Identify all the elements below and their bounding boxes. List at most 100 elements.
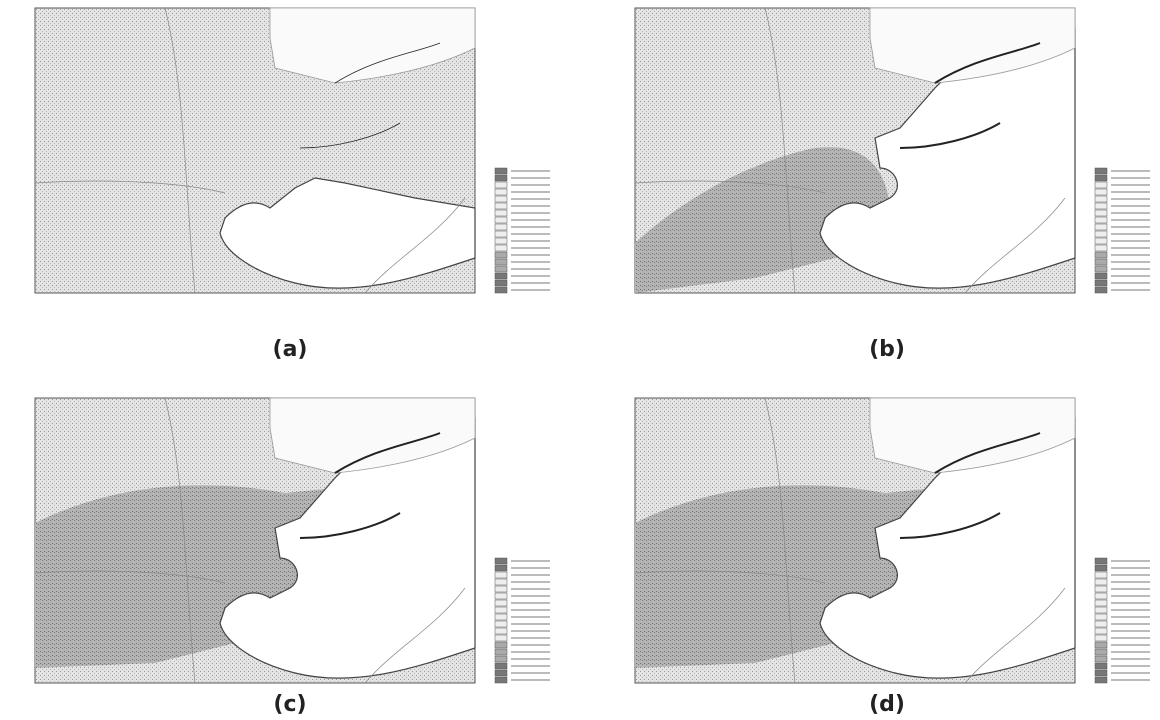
legend-swatch bbox=[494, 592, 508, 600]
legend-swatch bbox=[1094, 265, 1108, 273]
legend-swatch bbox=[494, 237, 508, 245]
legend-swatch bbox=[494, 279, 508, 287]
legend bbox=[1094, 557, 1150, 684]
map-panel bbox=[634, 397, 1076, 684]
legend-swatch bbox=[1094, 237, 1108, 245]
coastline bbox=[299, 122, 401, 149]
contour-line bbox=[964, 587, 1066, 684]
legend-swatch bbox=[494, 669, 508, 677]
map-panel bbox=[34, 7, 476, 294]
land bbox=[219, 177, 476, 289]
legend-swatch bbox=[494, 620, 508, 628]
land bbox=[219, 417, 476, 679]
legend-swatch bbox=[1094, 641, 1108, 649]
legend-swatch bbox=[494, 641, 508, 649]
legend-swatch bbox=[1094, 627, 1108, 635]
legend-swatch bbox=[494, 655, 508, 663]
panel-caption: (a) bbox=[273, 337, 308, 362]
legend-swatch bbox=[1094, 676, 1108, 684]
legend-swatch bbox=[1094, 244, 1108, 252]
legend-swatch bbox=[1094, 223, 1108, 231]
legend-swatch bbox=[1094, 279, 1108, 287]
legend-swatch bbox=[1094, 181, 1108, 189]
coastline bbox=[334, 432, 441, 474]
legend bbox=[494, 557, 550, 684]
legend-swatch bbox=[494, 585, 508, 593]
legend-swatch bbox=[1094, 272, 1108, 280]
legend-swatch bbox=[494, 244, 508, 252]
legend-swatch bbox=[494, 195, 508, 203]
legend-swatch bbox=[1094, 606, 1108, 614]
legend-swatch bbox=[494, 627, 508, 635]
legend-swatch bbox=[494, 564, 508, 572]
legend-swatch bbox=[494, 286, 508, 294]
panels: (a) (b) (c) (d) bbox=[34, 7, 1150, 717]
legend bbox=[1094, 167, 1150, 294]
legend-swatch bbox=[1094, 202, 1108, 210]
legend-swatch bbox=[494, 557, 508, 565]
map-panel bbox=[634, 7, 1076, 294]
legend-swatch bbox=[494, 216, 508, 224]
coastline bbox=[934, 42, 1041, 84]
coastline bbox=[899, 512, 1001, 539]
contour-line bbox=[764, 7, 796, 294]
contour-line bbox=[364, 197, 466, 294]
legend-swatch bbox=[1094, 209, 1108, 217]
legend-swatch bbox=[494, 676, 508, 684]
legend-swatch bbox=[494, 174, 508, 182]
legend-swatch bbox=[494, 223, 508, 231]
legend-swatch bbox=[494, 265, 508, 273]
legend-swatch bbox=[1094, 571, 1108, 579]
contour-line bbox=[364, 587, 466, 684]
coastline bbox=[899, 122, 1001, 149]
legend-swatch bbox=[1094, 592, 1108, 600]
contour-line bbox=[634, 570, 826, 584]
legend-swatch bbox=[1094, 634, 1108, 642]
legend-swatch bbox=[494, 202, 508, 210]
legend-swatch bbox=[1094, 216, 1108, 224]
legend-swatch bbox=[494, 230, 508, 238]
legend-swatch bbox=[494, 606, 508, 614]
legend-swatch bbox=[1094, 655, 1108, 663]
legend-swatch bbox=[1094, 230, 1108, 238]
legend-swatch bbox=[494, 599, 508, 607]
legend-swatch bbox=[1094, 258, 1108, 266]
legend-swatch bbox=[1094, 557, 1108, 565]
legend-swatch bbox=[1094, 662, 1108, 670]
contour-line bbox=[634, 180, 826, 194]
panel-caption: (c) bbox=[273, 692, 306, 717]
legend-swatch bbox=[1094, 669, 1108, 677]
legend-swatch bbox=[1094, 251, 1108, 259]
legend-swatch bbox=[494, 181, 508, 189]
panel-caption: (d) bbox=[869, 692, 905, 717]
legend-swatch bbox=[1094, 195, 1108, 203]
contour-line bbox=[164, 7, 196, 294]
land bbox=[819, 417, 1076, 679]
contour-line bbox=[34, 570, 226, 584]
map-panel bbox=[34, 397, 476, 684]
coastline bbox=[934, 432, 1041, 474]
legend-swatch bbox=[1094, 578, 1108, 586]
legend-swatch bbox=[494, 613, 508, 621]
legend-swatch bbox=[494, 167, 508, 175]
legend-swatch bbox=[494, 188, 508, 196]
legend-swatch bbox=[494, 634, 508, 642]
legend-swatch bbox=[1094, 620, 1108, 628]
legend-swatch bbox=[1094, 648, 1108, 656]
legend-swatch bbox=[1094, 613, 1108, 621]
land bbox=[819, 27, 1076, 289]
panel-caption: (b) bbox=[869, 337, 905, 362]
legend-swatch bbox=[494, 272, 508, 280]
legend-swatch bbox=[1094, 599, 1108, 607]
legend-swatch bbox=[494, 648, 508, 656]
contour-line bbox=[964, 197, 1066, 294]
legend-swatch bbox=[1094, 167, 1108, 175]
legend-swatch bbox=[494, 578, 508, 586]
contour-line bbox=[164, 397, 196, 684]
concentration-zone bbox=[635, 147, 890, 293]
legend-swatch bbox=[1094, 585, 1108, 593]
legend-swatch bbox=[494, 209, 508, 217]
legend-swatch bbox=[1094, 564, 1108, 572]
coastline bbox=[299, 512, 401, 539]
